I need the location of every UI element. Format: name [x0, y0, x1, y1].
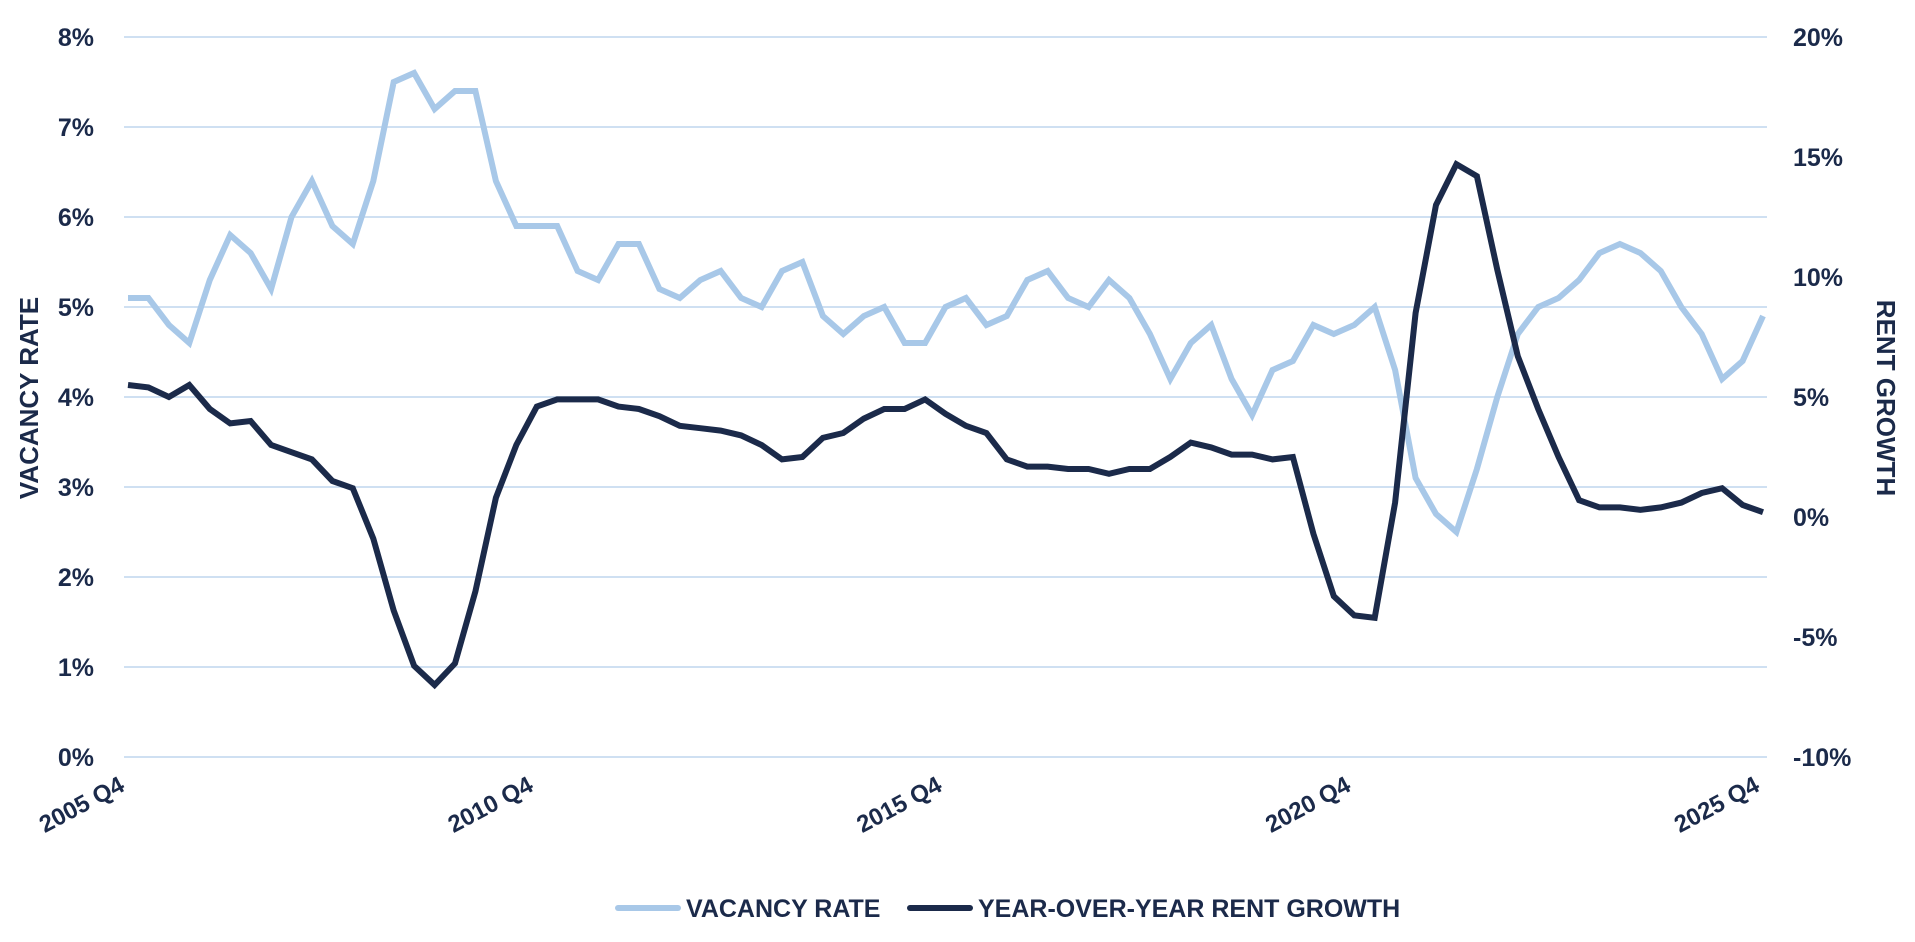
- left-tick-label: 2%: [58, 564, 94, 592]
- left-axis-title: VACANCY RATE: [14, 297, 44, 499]
- right-axis-title: RENT GROWTH: [1871, 300, 1901, 496]
- left-axis-ticks: 0% 1% 2% 3% 4% 5% 6% 7% 8%: [58, 24, 94, 772]
- gridlines: [124, 36, 1767, 758]
- legend-item-vacancy-rate: VACANCY RATE: [615, 895, 880, 923]
- right-tick-label: 15%: [1793, 144, 1843, 172]
- right-tick-label: 20%: [1793, 24, 1843, 52]
- x-tick-label: 2010 Q4: [444, 771, 539, 838]
- right-tick-label: 0%: [1793, 504, 1829, 532]
- x-tick-label: 2015 Q4: [852, 771, 947, 838]
- left-tick-label: 4%: [58, 384, 94, 412]
- series-lines: [127, 69, 1766, 690]
- right-tick-label: 5%: [1793, 384, 1829, 412]
- legend-item-rent-growth: YEAR-OVER-YEAR RENT GROWTH: [907, 895, 1400, 923]
- left-tick-label: 5%: [58, 294, 94, 322]
- right-tick-label: -5%: [1793, 624, 1837, 652]
- left-tick-label: 1%: [58, 654, 94, 682]
- legend: VACANCY RATE YEAR-OVER-YEAR RENT GROWTH: [615, 895, 1400, 923]
- left-tick-label: 7%: [58, 114, 94, 142]
- left-tick-label: 6%: [58, 204, 94, 232]
- right-tick-label: 10%: [1793, 264, 1843, 292]
- x-axis-ticks: 2005 Q4 2010 Q4 2015 Q4 2020 Q4 2025 Q4: [35, 771, 1765, 838]
- right-tick-label: -10%: [1793, 744, 1851, 772]
- series-line-rent-growth: [127, 159, 1764, 690]
- left-tick-label: 8%: [58, 24, 94, 52]
- x-tick-label: 2025 Q4: [1670, 771, 1765, 838]
- legend-label-vacancy-rate: VACANCY RATE: [686, 895, 880, 923]
- legend-label-rent-growth: YEAR-OVER-YEAR RENT GROWTH: [978, 895, 1400, 923]
- right-axis-ticks: -10% -5% 0% 5% 10% 15% 20%: [1793, 24, 1851, 772]
- left-tick-label: 0%: [58, 744, 94, 772]
- x-tick-label: 2005 Q4: [35, 771, 130, 838]
- series-line-vacancy-rate: [128, 69, 1766, 538]
- left-tick-label: 3%: [58, 474, 94, 502]
- x-tick-label: 2020 Q4: [1261, 771, 1356, 838]
